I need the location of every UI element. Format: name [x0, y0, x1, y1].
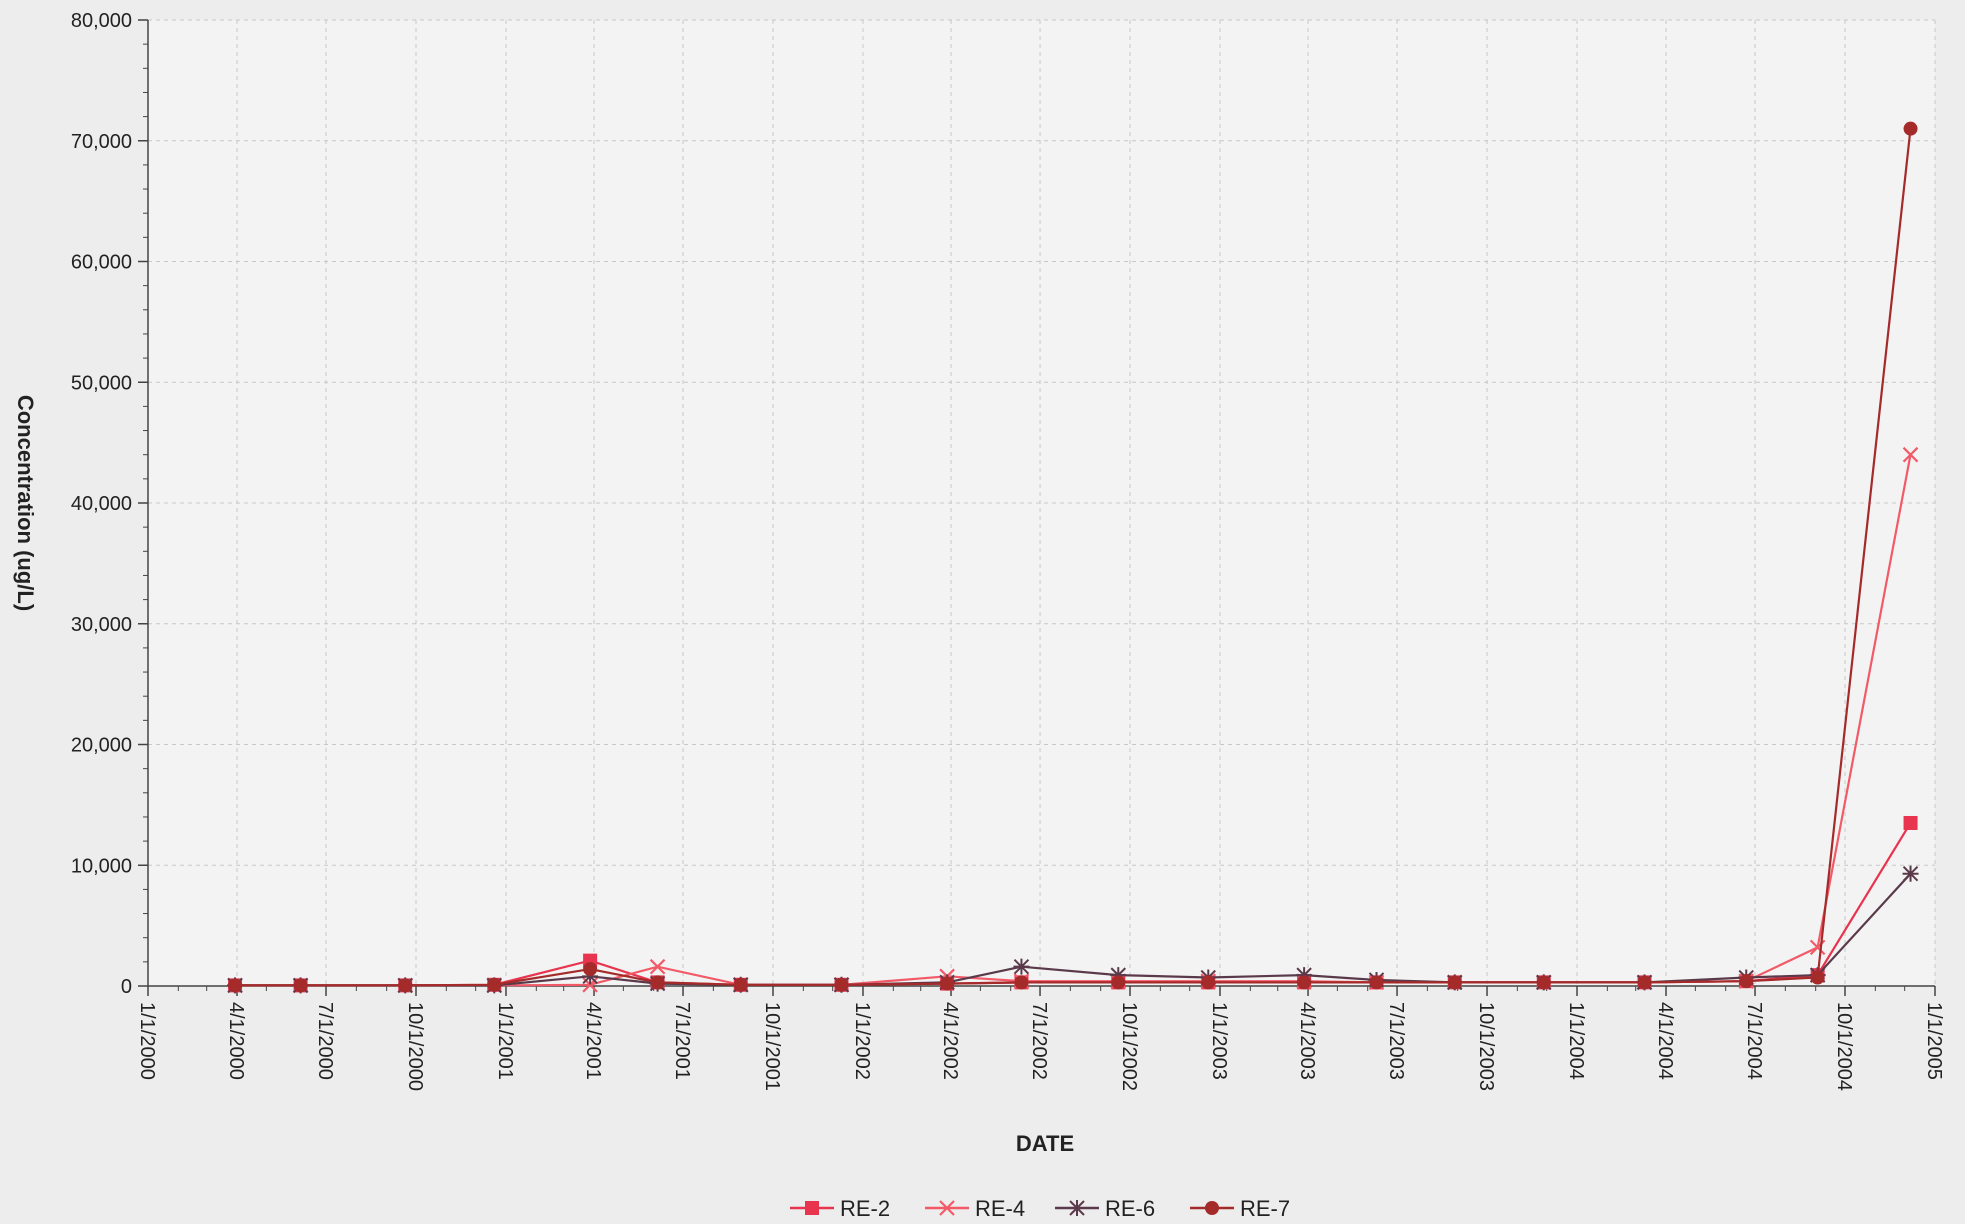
x-axis-title: DATE — [1016, 1131, 1074, 1156]
y-tick-label: 10,000 — [71, 855, 132, 877]
data-point-re-7 — [1014, 975, 1029, 990]
x-tick-label: 7/1/2001 — [671, 1002, 693, 1080]
data-point-re-7 — [1111, 975, 1126, 990]
y-tick-label: 0 — [121, 976, 132, 998]
x-tick-label: 1/1/2000 — [136, 1002, 158, 1080]
data-point-re-4 — [649, 958, 666, 975]
data-point-re-7 — [1297, 975, 1312, 990]
legend: RE-2 RE-4 RE-6 RE-7 — [790, 1196, 1290, 1221]
data-point-re-6 — [1013, 958, 1030, 975]
x-tick-label: 1/1/2003 — [1208, 1002, 1230, 1080]
data-point-re-7 — [1447, 975, 1462, 990]
data-point-re-6 — [1902, 865, 1919, 882]
x-tick-label: 1/1/2001 — [494, 1002, 516, 1080]
series-re-7 — [228, 121, 1918, 993]
legend-marker-re-4 — [939, 1200, 955, 1216]
x-tick-label: 1/1/2005 — [1923, 1002, 1945, 1080]
data-point-re-7 — [940, 976, 955, 991]
legend-item-re-4: RE-4 — [925, 1196, 1025, 1221]
legend-label: RE-2 — [840, 1196, 890, 1221]
data-point-re-2 — [1903, 815, 1918, 830]
data-point-re-7 — [398, 978, 413, 993]
data-point-re-4 — [1902, 446, 1919, 463]
legend-marker-re-6 — [1069, 1200, 1085, 1216]
data-point-re-7 — [1536, 975, 1551, 990]
legend-label: RE-7 — [1240, 1196, 1290, 1221]
x-tick-label: 7/1/2003 — [1385, 1002, 1407, 1080]
data-point-re-6 — [582, 968, 599, 985]
grid — [148, 19, 1936, 986]
x-tick-label: 10/1/2003 — [1475, 1002, 1497, 1091]
x-tick-label: 7/1/2004 — [1743, 1002, 1765, 1080]
y-tick-label: 80,000 — [71, 10, 132, 32]
x-tick-label: 7/1/2002 — [1028, 1002, 1050, 1080]
x-axis-ticks: 1/1/2000 4/1/2000 7/1/2000 10/1/2000 1/1/200… — [136, 986, 1945, 1091]
y-tick-label: 30,000 — [71, 614, 132, 636]
x-tick-label: 10/1/2000 — [404, 1002, 426, 1091]
data-point-re-7 — [487, 977, 502, 992]
data-point-re-7 — [1739, 974, 1754, 989]
x-tick-label: 1/1/2004 — [1565, 1002, 1587, 1080]
data-point-re-7 — [1810, 970, 1825, 985]
x-tick-label: 10/1/2002 — [1118, 1002, 1140, 1091]
x-tick-label: 10/1/2001 — [761, 1002, 783, 1091]
y-axis-title: Concentration (ug/L) — [13, 395, 38, 611]
series-line-re-7 — [235, 128, 1912, 987]
legend-item-re-6: RE-6 — [1055, 1196, 1155, 1221]
data-point-re-7 — [733, 977, 748, 992]
y-tick-label: 40,000 — [71, 493, 132, 515]
x-tick-label: 4/1/2002 — [939, 1002, 961, 1080]
y-tick-label: 70,000 — [71, 131, 132, 153]
legend-label: RE-4 — [975, 1196, 1025, 1221]
x-tick-label: 4/1/2003 — [1296, 1002, 1318, 1080]
data-point-re-7 — [650, 975, 665, 990]
data-point-re-6 — [1296, 967, 1313, 984]
legend-item-re-7: RE-7 — [1190, 1196, 1290, 1221]
data-point-re-7 — [583, 962, 598, 977]
y-tick-label: 50,000 — [71, 372, 132, 394]
x-tick-label: 4/1/2000 — [225, 1002, 247, 1080]
x-tick-label: 4/1/2001 — [582, 1002, 604, 1080]
x-tick-label: 1/1/2002 — [851, 1002, 873, 1080]
data-point-re-7 — [1201, 975, 1216, 990]
x-tick-label: 4/1/2004 — [1654, 1002, 1676, 1080]
legend-marker-re-7 — [1205, 1201, 1219, 1215]
legend-label: RE-6 — [1105, 1196, 1155, 1221]
data-point-re-7 — [293, 978, 308, 993]
data-point-re-7 — [1637, 975, 1652, 990]
y-axis-ticks: 0 10,000 20,000 30,000 40,000 50,000 60,000 70,… — [71, 10, 148, 998]
data-point-re-7 — [228, 978, 243, 993]
legend-marker-re-2 — [805, 1201, 819, 1215]
data-point-re-7 — [834, 977, 849, 992]
y-tick-label: 20,000 — [71, 735, 132, 757]
data-point-re-6 — [1110, 967, 1127, 984]
y-tick-label: 60,000 — [71, 252, 132, 274]
x-tick-label: 7/1/2000 — [314, 1002, 336, 1080]
series — [227, 121, 1919, 994]
legend-item-re-2: RE-2 — [790, 1196, 890, 1221]
x-tick-label: 10/1/2004 — [1833, 1002, 1855, 1091]
data-point-re-7 — [1903, 121, 1918, 136]
data-point-re-7 — [1369, 975, 1384, 990]
